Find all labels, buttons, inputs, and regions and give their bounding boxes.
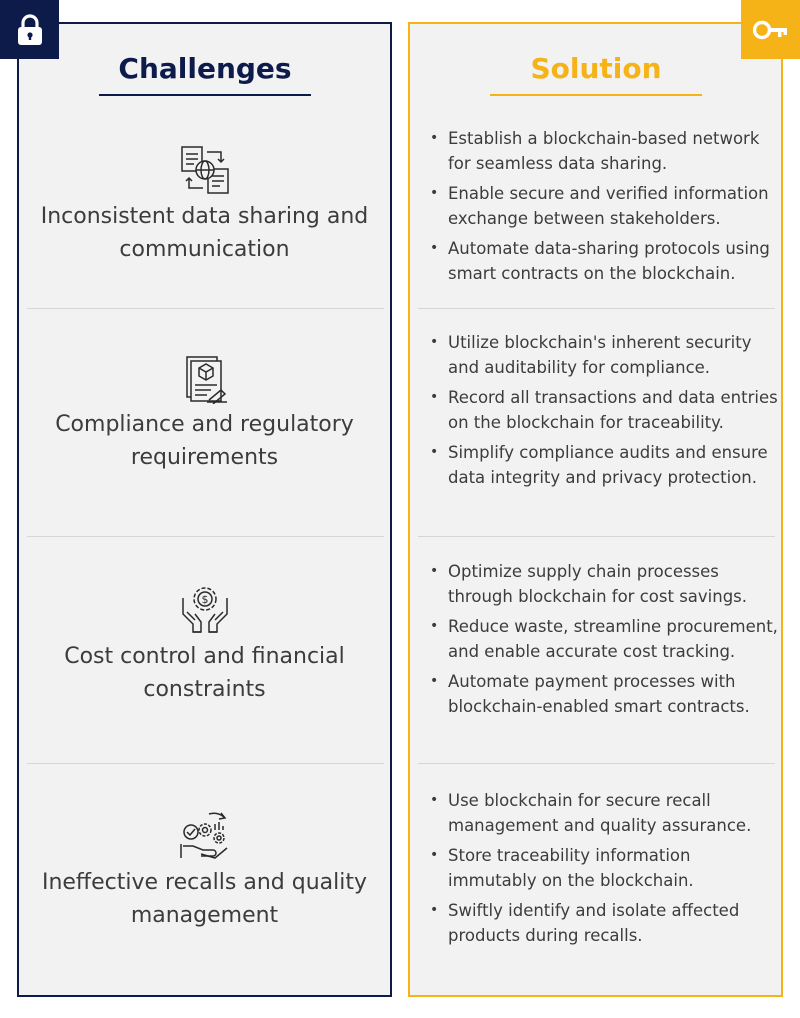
row-divider [418,536,775,537]
lock-icon [17,13,42,45]
challenge-title: Inconsistent data sharing and communicat… [40,204,369,262]
solution-list: Optimize supply chain processes through … [430,559,778,724]
challenge-title: Ineffective recalls and quality manageme… [41,870,368,928]
row-divider [27,763,384,764]
solution-bullet: Simplify compliance audits and ensure da… [430,440,778,490]
solution-heading-underline [490,94,702,96]
data-sharing-icon [180,146,229,194]
key-icon-badge [741,0,800,59]
compliance-document-icon [185,356,227,404]
challenges-panel [17,22,392,997]
challenge-item: Ineffective recalls and quality manageme… [19,810,390,932]
svg-text:$: $ [201,593,208,606]
challenge-item: Compliance and regulatory requirements [19,354,390,474]
key-icon [752,20,787,39]
solution-heading: Solution [530,52,662,85]
solution-list: Utilize blockchain's inherent security a… [430,330,778,495]
solution-bullet: Enable secure and verified information e… [430,181,778,231]
challenge-title: Cost control and financial constraints [64,644,345,702]
solution-bullet: Store traceability information immutably… [430,843,778,893]
hands-money-gear-icon: $ [181,587,228,633]
row-divider [418,763,775,764]
solution-bullet: Record all transactions and data entries… [430,385,778,435]
row-divider [27,308,384,309]
solution-bullet: Automate data-sharing protocols using sm… [430,236,778,286]
row-divider [27,536,384,537]
challenge-item: Inconsistent data sharing and communicat… [19,144,390,266]
solution-bullet: Use blockchain for secure recall managem… [430,788,778,838]
solution-bullet: Utilize blockchain's inherent security a… [430,330,778,380]
solution-bullet: Optimize supply chain processes through … [430,559,778,609]
challenge-title: Compliance and regulatory requirements [55,412,354,470]
solution-bullet: Automate payment processes with blockcha… [430,669,778,719]
solution-bullet: Establish a blockchain-based network for… [430,126,778,176]
challenge-item: $ Cost control and financial constraints [19,584,390,706]
row-divider [418,308,775,309]
challenges-heading: Challenges [118,52,292,85]
solution-list: Establish a blockchain-based network for… [430,126,778,291]
challenges-heading-underline [99,94,311,96]
solution-bullet: Reduce waste, streamline procurement, an… [430,614,778,664]
solution-bullet: Swiftly identify and isolate affected pr… [430,898,778,948]
solution-list: Use blockchain for secure recall managem… [430,788,778,953]
quality-management-hand-icon [179,812,227,859]
lock-icon-badge [0,0,59,59]
